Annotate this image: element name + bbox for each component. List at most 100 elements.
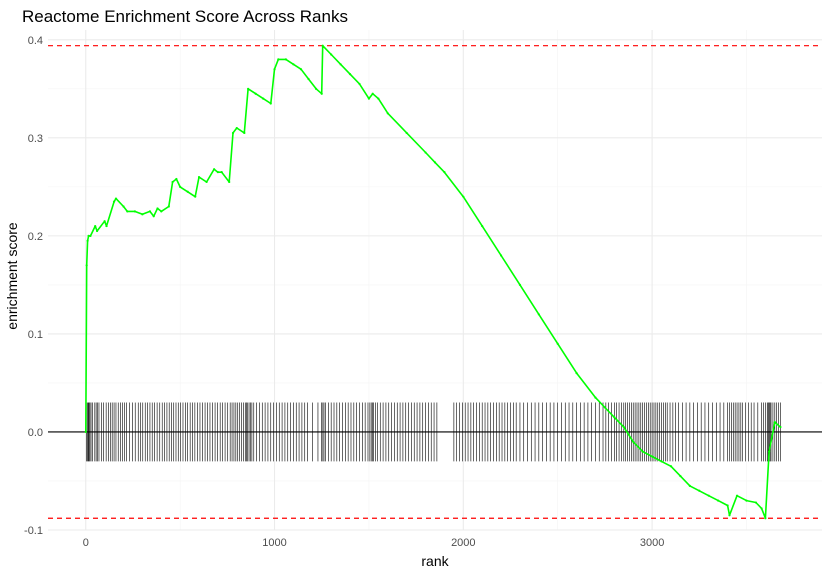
enrichment-score-point bbox=[85, 264, 88, 267]
enrichment-score-point bbox=[220, 171, 223, 174]
enrichment-score-point bbox=[299, 68, 303, 71]
enrichment-score-point bbox=[556, 342, 559, 345]
enrichment-score-point bbox=[622, 425, 625, 429]
enrichment-score-point bbox=[254, 92, 257, 95]
enrichment-score-point bbox=[728, 514, 731, 517]
enrichment-score-point bbox=[95, 229, 99, 233]
enrichment-score-point bbox=[292, 63, 295, 66]
enrichment-score-point bbox=[167, 205, 170, 208]
enrichment-score-point bbox=[269, 102, 272, 105]
enrichment-score-point bbox=[424, 151, 427, 154]
enrichment-score-point bbox=[433, 161, 437, 164]
enrichment-score-point bbox=[358, 82, 361, 86]
enrichment-score-point bbox=[760, 507, 763, 510]
enrichment-score-point bbox=[284, 58, 287, 61]
enrichment-score-point bbox=[194, 195, 197, 198]
enrichment-score-point bbox=[141, 213, 144, 216]
enrichment-score-point bbox=[386, 112, 389, 115]
enrichment-score-point bbox=[105, 224, 108, 228]
enrichment-score-point bbox=[231, 131, 235, 135]
enrichment-score-point bbox=[247, 87, 250, 90]
enrichment-score-point bbox=[213, 168, 216, 171]
enrichment-score-point bbox=[518, 283, 522, 287]
enrichment-score-point bbox=[273, 68, 276, 71]
tick-labels: 0 1000 2000 3000 -0.1 0.0 0.1 0.2 0.3 0.4 bbox=[24, 35, 664, 549]
enrichment-score-point bbox=[371, 92, 374, 95]
enrichment-score-point bbox=[152, 215, 155, 218]
enrichment-score-point bbox=[594, 396, 597, 399]
enrichment-score-point bbox=[707, 494, 710, 497]
enrichment-score-point bbox=[339, 63, 342, 66]
enrichment-score-point bbox=[660, 460, 663, 463]
enrichment-score-point bbox=[216, 171, 220, 174]
enrichment-score-point bbox=[367, 97, 371, 100]
enrichment-score-point bbox=[307, 77, 310, 81]
enrichment-score-point bbox=[330, 53, 333, 56]
enrichment-score-point bbox=[114, 197, 118, 200]
enrichment-score-point bbox=[228, 180, 231, 184]
enrichment-score-point bbox=[156, 207, 159, 210]
enrichment-score-point bbox=[717, 499, 720, 502]
y-tick-label: -0.1 bbox=[24, 525, 43, 537]
enrichment-score-point bbox=[745, 499, 748, 502]
enrichment-series bbox=[84, 44, 782, 520]
enrichment-score-point bbox=[160, 210, 163, 213]
enrichment-score-point bbox=[698, 489, 701, 492]
x-tick-label: 2000 bbox=[451, 537, 475, 549]
enrichment-score-point bbox=[575, 372, 578, 375]
enrichment-score-point bbox=[613, 416, 616, 419]
enrichment-score-point bbox=[726, 504, 729, 507]
enrichment-score-point bbox=[148, 210, 152, 213]
enrichment-score-point bbox=[405, 131, 408, 135]
enrichment-score-point bbox=[377, 97, 380, 100]
enrichment-score-point bbox=[126, 210, 129, 213]
enrichment-score-point bbox=[235, 126, 238, 130]
enrichment-score-point bbox=[186, 190, 189, 193]
y-axis-label: enrichment score bbox=[4, 222, 20, 330]
enrichment-score-point bbox=[481, 224, 484, 228]
x-axis-label: rank bbox=[421, 553, 449, 569]
enrichment-score-point bbox=[679, 474, 682, 478]
enrichment-score-point bbox=[603, 406, 607, 409]
x-tick-label: 3000 bbox=[640, 537, 664, 549]
enrichment-score-point bbox=[133, 210, 136, 213]
enrichment-score-point bbox=[462, 195, 465, 198]
enrichment-score-point bbox=[443, 171, 446, 174]
threshold-lines bbox=[48, 45, 822, 519]
enrichment-score-point bbox=[243, 131, 246, 135]
enrichment-score-point bbox=[779, 425, 782, 429]
x-tick-label: 1000 bbox=[262, 537, 286, 549]
enrichment-score-point bbox=[205, 180, 208, 184]
enrichment-score-point bbox=[179, 185, 182, 188]
enrichment-score-point bbox=[688, 484, 691, 487]
enrichment-score-point bbox=[112, 200, 116, 203]
enrichment-score-point bbox=[537, 313, 540, 316]
enrichment-score-point bbox=[764, 517, 767, 520]
y-tick-label: 0.4 bbox=[28, 35, 43, 47]
enrichment-score-point bbox=[103, 220, 106, 223]
enrichment-score-point bbox=[277, 58, 280, 61]
enrichment-score-point bbox=[669, 465, 673, 468]
enrichment-score-point bbox=[348, 73, 352, 76]
enrichment-score-point bbox=[122, 205, 125, 208]
enrichment-score-point bbox=[314, 87, 318, 90]
enrichment-score-point bbox=[175, 177, 178, 181]
grid-lines bbox=[48, 30, 822, 531]
enrichment-score-point bbox=[84, 430, 87, 434]
chart-title: Reactome Enrichment Score Across Ranks bbox=[22, 7, 348, 26]
y-tick-label: 0.3 bbox=[28, 133, 43, 145]
y-tick-label: 0.1 bbox=[28, 329, 43, 341]
enrichment-score-point bbox=[735, 494, 739, 497]
enrichment-score-point bbox=[650, 455, 654, 458]
enrichment-score-point bbox=[87, 234, 90, 237]
enrichment-score-point bbox=[171, 180, 174, 184]
enrichment-score-point bbox=[641, 450, 644, 453]
enrichment-score-point bbox=[197, 175, 201, 179]
enrichment-score-point bbox=[320, 92, 323, 95]
y-tick-label: 0.0 bbox=[28, 427, 43, 439]
enrichment-score-point bbox=[89, 234, 92, 237]
enrichment-score-point bbox=[262, 97, 265, 100]
enrichment-score-line bbox=[85, 44, 782, 520]
enrichment-score-point bbox=[86, 239, 89, 242]
